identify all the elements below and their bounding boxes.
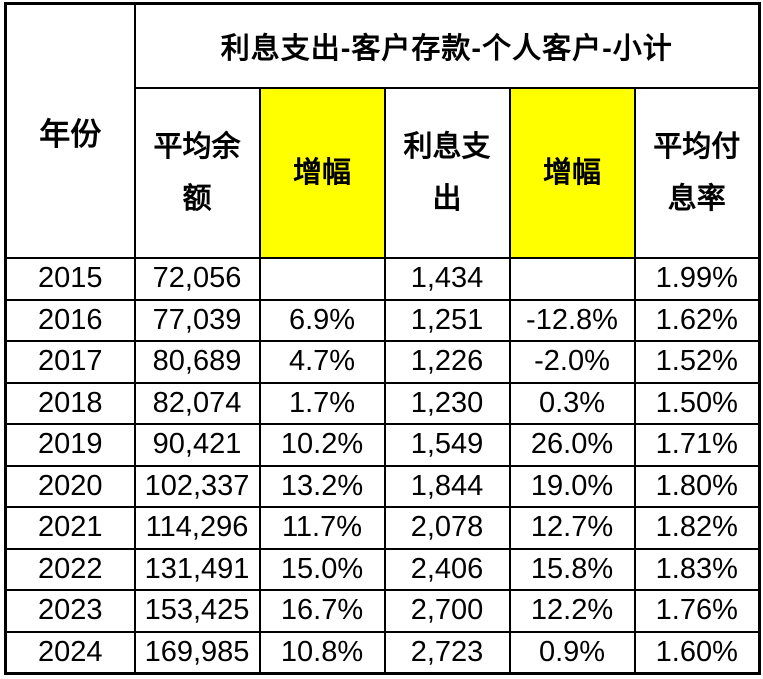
value-cell: 16.7% [258, 589, 386, 633]
value-cell: 1.80% [633, 464, 761, 508]
table-row: 2016 77,039 6.9% 1,251 -12.8% 1.62% [4, 298, 761, 342]
year-cell: 2020 [4, 464, 136, 508]
column-header-growth-balance: 增幅 [258, 87, 386, 259]
value-cell: 1.82% [633, 506, 761, 550]
table-row: 2021 114,296 11.7% 2,078 12.7% 1.82% [4, 506, 761, 550]
value-cell: 4.7% [258, 340, 386, 384]
value-cell: 2,406 [383, 547, 511, 591]
year-cell: 2022 [4, 547, 136, 591]
table-title: 利息支出-客户存款-个人客户-小计 [133, 2, 761, 89]
value-cell: 15.8% [508, 547, 636, 591]
value-cell: 1,230 [383, 381, 511, 425]
value-cell: 82,074 [133, 381, 261, 425]
value-cell: 114,296 [133, 506, 261, 550]
value-cell: 1,226 [383, 340, 511, 384]
value-cell: 19.0% [508, 464, 636, 508]
value-cell: 2,078 [383, 506, 511, 550]
year-cell: 2021 [4, 506, 136, 550]
table-row: 2018 82,074 1.7% 1,230 0.3% 1.50% [4, 381, 761, 425]
value-cell: 6.9% [258, 298, 386, 342]
value-cell: 131,491 [133, 547, 261, 591]
value-cell: 1.83% [633, 547, 761, 591]
title-row: 年份 利息支出-客户存款-个人客户-小计 [4, 2, 761, 259]
value-cell: 1.99% [633, 257, 761, 301]
column-header-average-rate: 平均付息率 [633, 87, 761, 259]
value-cell: 1.60% [633, 630, 761, 675]
value-cell: 1,251 [383, 298, 511, 342]
year-cell: 2016 [4, 298, 136, 342]
year-cell: 2015 [4, 257, 136, 301]
value-cell: 153,425 [133, 589, 261, 633]
year-cell: 2018 [4, 381, 136, 425]
column-header-growth-expense: 增幅 [508, 87, 636, 259]
value-cell: 2,700 [383, 589, 511, 633]
year-cell: 2019 [4, 423, 136, 467]
year-column-header: 年份 [4, 2, 136, 259]
value-cell: 1,434 [383, 257, 511, 301]
value-cell: 10.2% [258, 423, 386, 467]
value-cell: 80,689 [133, 340, 261, 384]
value-cell: 90,421 [133, 423, 261, 467]
value-cell: 0.3% [508, 381, 636, 425]
value-cell: 1.7% [258, 381, 386, 425]
value-cell: -12.8% [508, 298, 636, 342]
table-row: 2017 80,689 4.7% 1,226 -2.0% 1.52% [4, 340, 761, 384]
year-cell: 2024 [4, 630, 136, 675]
table-row: 2024 169,985 10.8% 2,723 0.9% 1.60% [4, 630, 761, 675]
value-cell: 11.7% [258, 506, 386, 550]
value-cell: 13.2% [258, 464, 386, 508]
table-row: 2020 102,337 13.2% 1,844 19.0% 1.80% [4, 464, 761, 508]
column-header-average-balance: 平均余额 [133, 87, 261, 259]
value-cell: -2.0% [508, 340, 636, 384]
value-cell: 1.76% [633, 589, 761, 633]
table-body: 2015 72,056 1,434 1.99% 2016 77,039 6.9% 1,251-… [4, 257, 761, 675]
value-cell: 10.8% [258, 630, 386, 675]
year-cell: 2023 [4, 589, 136, 633]
value-cell: 1.71% [633, 423, 761, 467]
value-cell: 12.2% [508, 589, 636, 633]
value-cell: 12.7% [508, 506, 636, 550]
interest-expense-table: 年份 利息支出-客户存款-个人客户-小计 平均余额 增幅 利息支出 增幅 平均付… [4, 2, 762, 675]
column-header-interest-expense: 利息支出 [383, 87, 511, 259]
value-cell: 77,039 [133, 298, 261, 342]
value-cell: 1,844 [383, 464, 511, 508]
table-row: 2022 131,491 15.0% 2,406 15.8% 1.83% [4, 547, 761, 591]
value-cell: 26.0% [508, 423, 636, 467]
value-cell: 1.62% [633, 298, 761, 342]
value-cell: 15.0% [258, 547, 386, 591]
value-cell: 1,549 [383, 423, 511, 467]
value-cell: 102,337 [133, 464, 261, 508]
value-cell: 1.52% [633, 340, 761, 384]
value-cell: 1.50% [633, 381, 761, 425]
table-row: 2019 90,421 10.2% 1,549 26.0% 1.71% [4, 423, 761, 467]
value-cell: 169,985 [133, 630, 261, 675]
table-row: 2015 72,056 1,434 1.99% [4, 257, 761, 301]
table-row: 2023 153,425 16.7% 2,700 12.2% 1.76% [4, 589, 761, 633]
year-cell: 2017 [4, 340, 136, 384]
value-cell [508, 257, 636, 301]
value-cell: 2,723 [383, 630, 511, 675]
value-cell: 72,056 [133, 257, 261, 301]
value-cell: 0.9% [508, 630, 636, 675]
value-cell [258, 257, 386, 301]
column-header-row: 平均余额 增幅 利息支出 增幅 平均付息率 [6, 87, 761, 259]
